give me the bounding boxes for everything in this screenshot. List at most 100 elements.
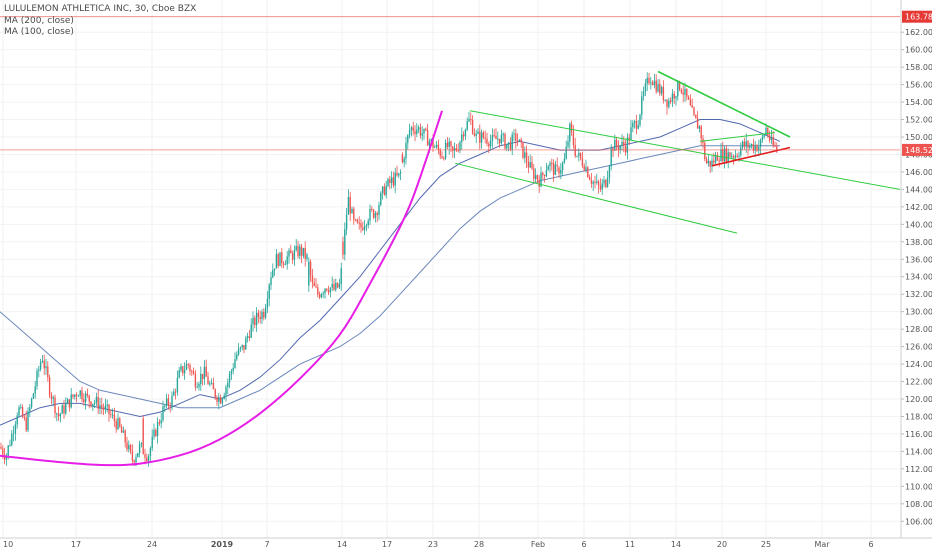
candle-body [507,142,510,145]
candle-body [214,389,216,398]
candle-body [707,160,710,164]
candle-body [146,457,148,461]
candle-body [115,421,117,430]
candle-body [689,99,692,106]
candle-body [290,250,292,254]
candle-body [86,393,89,396]
price-axis[interactable]: 106.00 108.00 110.00 112.00 114.00 116.00 118.… [900,0,932,550]
candle-body [686,88,688,97]
candle-body [79,390,81,396]
candle-body [176,377,179,393]
candle-body [326,288,328,291]
time-axis[interactable]: 10 17 24 2019 7 14 17 23 28 Feb 6 11 14 20 25 Mar 6 [0,537,932,550]
candle-body [165,398,168,406]
candle-body [230,370,233,374]
candle-body [759,140,762,147]
candle-body [646,78,648,84]
candle-body [426,130,429,146]
candle-body [383,186,386,195]
candle-body [511,134,513,150]
candle-body [178,370,180,378]
candle-body [615,139,618,146]
candle-body [196,387,198,389]
candle-body [380,192,382,205]
drawing-wedge-bottom[interactable] [711,146,791,167]
candle-body [754,145,756,151]
candle-body [74,394,76,397]
price-tick-label: 142.00 [905,203,932,212]
candle-body [443,157,445,159]
candle-body [279,252,281,266]
candle-body [7,445,9,456]
price-tick-label: 162.00 [905,28,932,37]
candle-body [207,376,209,385]
candle-body [252,317,254,325]
candle-body [182,366,184,374]
candle-body [14,424,17,434]
time-tick-label: 14 [671,540,681,549]
candle-body [633,121,636,123]
candle-body [558,167,560,174]
candle-body [336,282,339,288]
candles [0,72,778,467]
candle-body [434,146,436,148]
symbol-title[interactable]: LULULEMON ATHLETICA INC, 30, Cboe BZX [4,4,197,14]
candle-body [731,156,733,158]
candle-body [147,456,150,462]
candle-body [18,407,20,416]
candle-body [273,268,276,271]
candle-body [198,384,200,388]
candle-body [412,127,414,132]
candle-body [219,397,222,404]
candle-body [396,172,398,176]
candle-body [59,413,62,417]
time-tick-label: 2019 [211,540,234,549]
candle-body [614,139,616,151]
candle-body [54,397,56,414]
candle-body [313,282,315,287]
drawing-wedge-inner[interactable] [699,132,776,142]
candle-body [140,443,143,445]
candle-body [286,256,288,265]
candle-body [122,430,125,433]
candle-body [749,145,751,148]
candle-body [536,175,539,180]
candle-body [655,80,657,92]
candle-body [525,152,528,163]
candle-body [263,311,265,318]
candle-body [47,366,49,378]
candle-body [414,131,416,134]
candle-body [317,287,319,295]
time-tick-label: 7 [264,540,269,549]
candle-body [128,445,130,450]
candle-body [574,145,576,157]
drawing-wedge-top[interactable] [657,70,791,138]
price-tick-label: 136.00 [905,255,932,264]
drawing-arc[interactable] [0,110,443,467]
candle-body [306,254,308,259]
candle-body [626,137,629,153]
price-tick-label: 140.00 [905,220,932,229]
candle-body [32,393,35,399]
candle-body [218,397,220,402]
candle-body [43,360,45,369]
candle-body [650,82,652,84]
candle-body [758,146,760,151]
drawing-channel-bottom[interactable] [454,162,738,234]
price-tick-label: 110.00 [905,482,932,491]
indicator-ma100[interactable]: MA (100, close) [4,27,74,37]
candle-body [169,405,171,407]
candle-body [441,156,443,158]
candle-body [281,252,283,264]
candle-body [113,414,116,422]
candle-body [97,397,99,409]
candle-body [470,119,472,121]
indicator-ma200[interactable]: MA (200, close) [4,15,74,26]
candle-body [772,137,774,146]
candle-body [351,208,353,214]
candle-body [270,277,272,285]
candle-body [588,177,591,180]
candle-body [75,394,78,396]
time-tick-label: 25 [761,540,771,549]
